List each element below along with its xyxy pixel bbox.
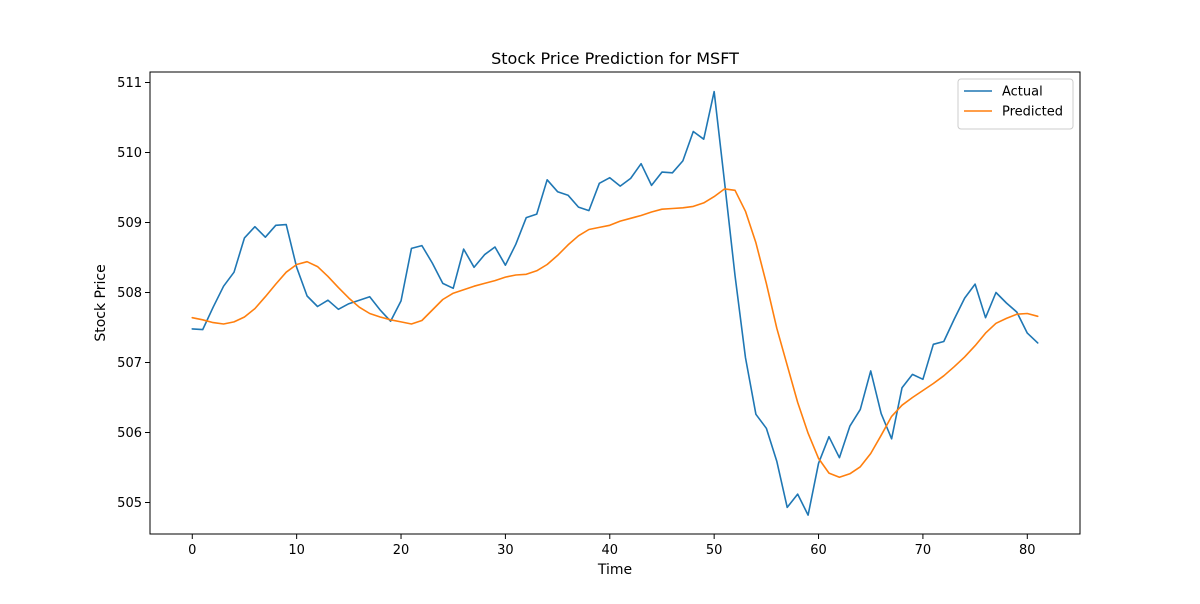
axis-ticks: 0 10 20 30 40 50 60 70 80 505 506 507 508 509 510 511 [117, 76, 1035, 558]
x-tick-label: 0 [188, 543, 196, 558]
series-line-predicted [191, 188, 1039, 479]
y-axis-label: Stock Price [93, 264, 109, 341]
y-tick-label: 508 [117, 286, 142, 301]
x-tick-label: 40 [602, 543, 619, 558]
series-lines [191, 90, 1039, 516]
plot-frame [149, 71, 1081, 535]
y-tick-label: 510 [117, 146, 142, 161]
x-tick-label: 70 [915, 543, 932, 558]
y-tick-label: 505 [117, 496, 142, 511]
y-tick-label: 511 [117, 76, 142, 91]
series-line-actual [191, 90, 1039, 516]
y-tick-label: 509 [117, 216, 142, 231]
chart-title: Stock Price Prediction for MSFT [491, 49, 739, 68]
x-tick-label: 60 [810, 543, 827, 558]
x-tick-label: 20 [393, 543, 410, 558]
plot-area-background [150, 72, 1080, 534]
x-axis-label: Time [597, 562, 632, 578]
x-tick-label: 10 [288, 543, 305, 558]
x-tick-label: 50 [706, 543, 723, 558]
legend-label-actual: Actual [1002, 85, 1043, 100]
x-tick-label: 80 [1019, 543, 1036, 558]
y-tick-label: 507 [117, 356, 142, 371]
legend: Actual Predicted [957, 78, 1074, 130]
y-tick-label: 506 [117, 426, 142, 441]
x-tick-label: 30 [497, 543, 514, 558]
legend-label-predicted: Predicted [1002, 105, 1063, 120]
